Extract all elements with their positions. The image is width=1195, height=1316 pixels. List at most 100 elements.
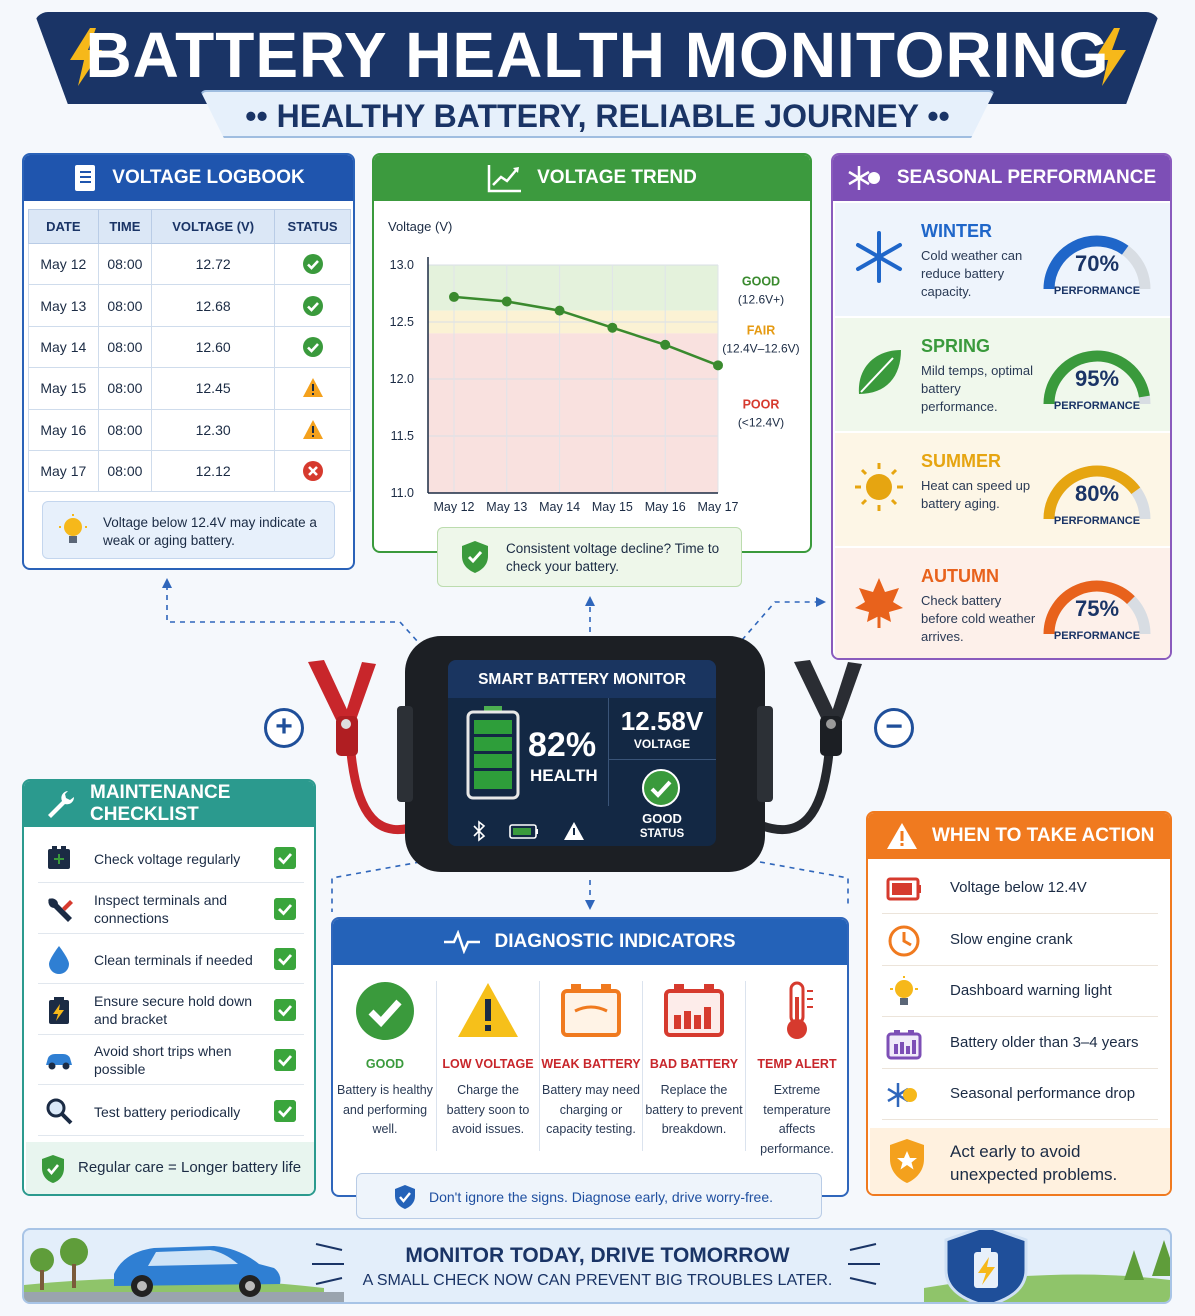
- season-name: AUTUMN: [921, 566, 999, 586]
- black-clamp-icon: [794, 660, 862, 756]
- checkbox-checked-icon[interactable]: [274, 897, 296, 920]
- voltage-series-line: [453, 295, 719, 367]
- column-header: VOLTAGE (V): [151, 209, 276, 244]
- cell-time: 08:00: [97, 242, 153, 286]
- footer-scenery: [24, 1230, 1170, 1302]
- y-tick-label: 13.0: [390, 258, 414, 272]
- status-value: GOOD: [642, 811, 682, 826]
- column-header: STATUS: [274, 209, 351, 244]
- checklist-text: Clean terminals if needed: [94, 952, 253, 968]
- zone-label: GOOD: [742, 274, 780, 288]
- checklist-item: Check voltage regularly: [38, 833, 304, 883]
- water-drop-icon: [49, 946, 69, 974]
- performance-label: PERFORMANCE: [1053, 400, 1141, 412]
- zone-range: (12.6V+): [738, 292, 784, 306]
- cell-date: May 17: [28, 449, 99, 493]
- season-description: Heat can speed up battery aging.: [921, 478, 1031, 511]
- indicator-name: BAD BATTERY: [649, 1057, 739, 1071]
- status-bad-icon: [274, 449, 351, 493]
- zone-label: POOR: [743, 397, 780, 411]
- voltage-label: VOLTAGE: [633, 737, 691, 751]
- data-point: [554, 305, 565, 316]
- lightning-icon: [70, 28, 102, 86]
- seasonal-title: SEASONAL PERFORMANCE: [896, 167, 1157, 188]
- action-footer-text: Act early to avoid unexpected problems.: [950, 1142, 1118, 1184]
- checkbox-checked-icon[interactable]: [274, 998, 296, 1021]
- status-good-icon: [274, 325, 351, 369]
- cell-time: 08:00: [97, 284, 153, 327]
- logbook-table: DATE TIME VOLTAGE (V) STATUS May 12 08:00…: [28, 209, 351, 493]
- diagnostic-note: Don't ignore the signs. Diagnose early, …: [356, 1173, 822, 1219]
- cell-date: May 14: [28, 325, 99, 369]
- performance-gauge: [1043, 580, 1151, 635]
- trend-title: VOLTAGE TREND: [537, 167, 697, 188]
- season-name: SPRING: [921, 336, 991, 356]
- season-description: Cold weather can reduce battery capacity…: [921, 248, 1023, 299]
- cell-date: May 12: [28, 242, 99, 286]
- maple-leaf-icon: [855, 578, 903, 628]
- magnifier-icon: [46, 1098, 73, 1124]
- cell-time: 08:00: [97, 367, 153, 410]
- action-text: Battery older than 3–4 years: [950, 1033, 1139, 1051]
- checklist-item: Test battery periodically: [38, 1086, 304, 1136]
- logbook-header: VOLTAGE LOGBOOK: [24, 155, 353, 201]
- maintenance-footer-text: Regular care = Longer battery life: [78, 1159, 302, 1176]
- table-row: May 14 08:00 12.60: [28, 325, 351, 369]
- sun-icon: [855, 463, 903, 511]
- performance-gauge: [1043, 465, 1151, 520]
- table-row: May 12 08:00 12.72: [28, 242, 351, 286]
- x-tick-label: May 17: [698, 500, 739, 513]
- data-point: [449, 291, 459, 302]
- zone-range: (<12.4V): [738, 415, 784, 429]
- checkbox-checked-icon[interactable]: [274, 1099, 296, 1122]
- red-clamp-icon: [308, 660, 376, 756]
- indicator-description: Extreme temperature affects performance.: [760, 1083, 834, 1156]
- x-tick-label: May 16: [645, 500, 686, 513]
- footer-title: MONITOR TODAY, DRIVE TOMORROW: [405, 1244, 790, 1267]
- pulse-icon: [444, 930, 481, 954]
- checklist-item: Avoid short trips when possible: [38, 1035, 304, 1085]
- y-tick-label: 11.5: [391, 429, 414, 443]
- positive-terminal-icon: +: [264, 708, 304, 748]
- indicator-description: Replace the battery to prevent breakdown…: [645, 1083, 743, 1136]
- title-banner: [34, 12, 1160, 104]
- indicator-name: GOOD: [365, 1057, 405, 1071]
- performance-label: PERFORMANCE: [1053, 515, 1141, 527]
- cell-time: 08:00: [97, 408, 153, 451]
- action-item: Seasonal performance drop: [882, 1069, 1158, 1120]
- action-item: Voltage below 12.4V: [882, 863, 1158, 914]
- line-chart-icon: [487, 165, 522, 193]
- notebook-icon: [75, 165, 96, 191]
- column-header: DATE: [28, 209, 99, 244]
- low-battery-icon: [886, 877, 921, 901]
- cell-voltage: 12.12: [151, 449, 276, 493]
- weak-battery-icon: [561, 984, 621, 1037]
- checklist-text: Check voltage regularly: [94, 851, 241, 867]
- cell-voltage: 12.30: [151, 408, 276, 451]
- checklist-item: Ensure secure hold down and bracket: [38, 985, 304, 1035]
- checkbox-checked-icon[interactable]: [274, 948, 296, 970]
- voltage-trend-panel: VOLTAGE TREND Voltage (V) 13.0 12.5 12.0 11.…: [372, 153, 812, 553]
- cell-time: 08:00: [97, 325, 153, 369]
- data-point: [713, 360, 723, 371]
- battery-icon: [48, 846, 70, 869]
- indicator-description: Charge the battery soon to avoid issues.: [446, 1083, 530, 1136]
- data-point: [501, 296, 512, 307]
- season-description: Check battery before cold weather arrive…: [921, 593, 1036, 644]
- indicator-name: WEAK BATTERY: [541, 1057, 641, 1071]
- clock-icon: [888, 925, 920, 956]
- checkbox-checked-icon[interactable]: [274, 847, 296, 869]
- checkbox-checked-icon[interactable]: [274, 1049, 296, 1071]
- logbook-tip: Voltage below 12.4V may indicate a weak …: [42, 501, 335, 559]
- wrench-icon: [48, 791, 75, 818]
- shield-star-icon: [890, 1139, 924, 1183]
- snow-sun-icon: [848, 166, 880, 190]
- zone-range: (12.4V–12.6V): [722, 341, 799, 355]
- trend-header: VOLTAGE TREND: [374, 155, 810, 201]
- logbook-tip-text: Voltage below 12.4V may indicate a weak …: [103, 515, 317, 548]
- health-label: HEALTH: [530, 766, 598, 785]
- zone-good-band: [428, 265, 718, 311]
- seasonal-header: SEASONAL PERFORMANCE: [833, 155, 1170, 201]
- data-point: [660, 339, 671, 350]
- status-good-icon: [274, 284, 351, 327]
